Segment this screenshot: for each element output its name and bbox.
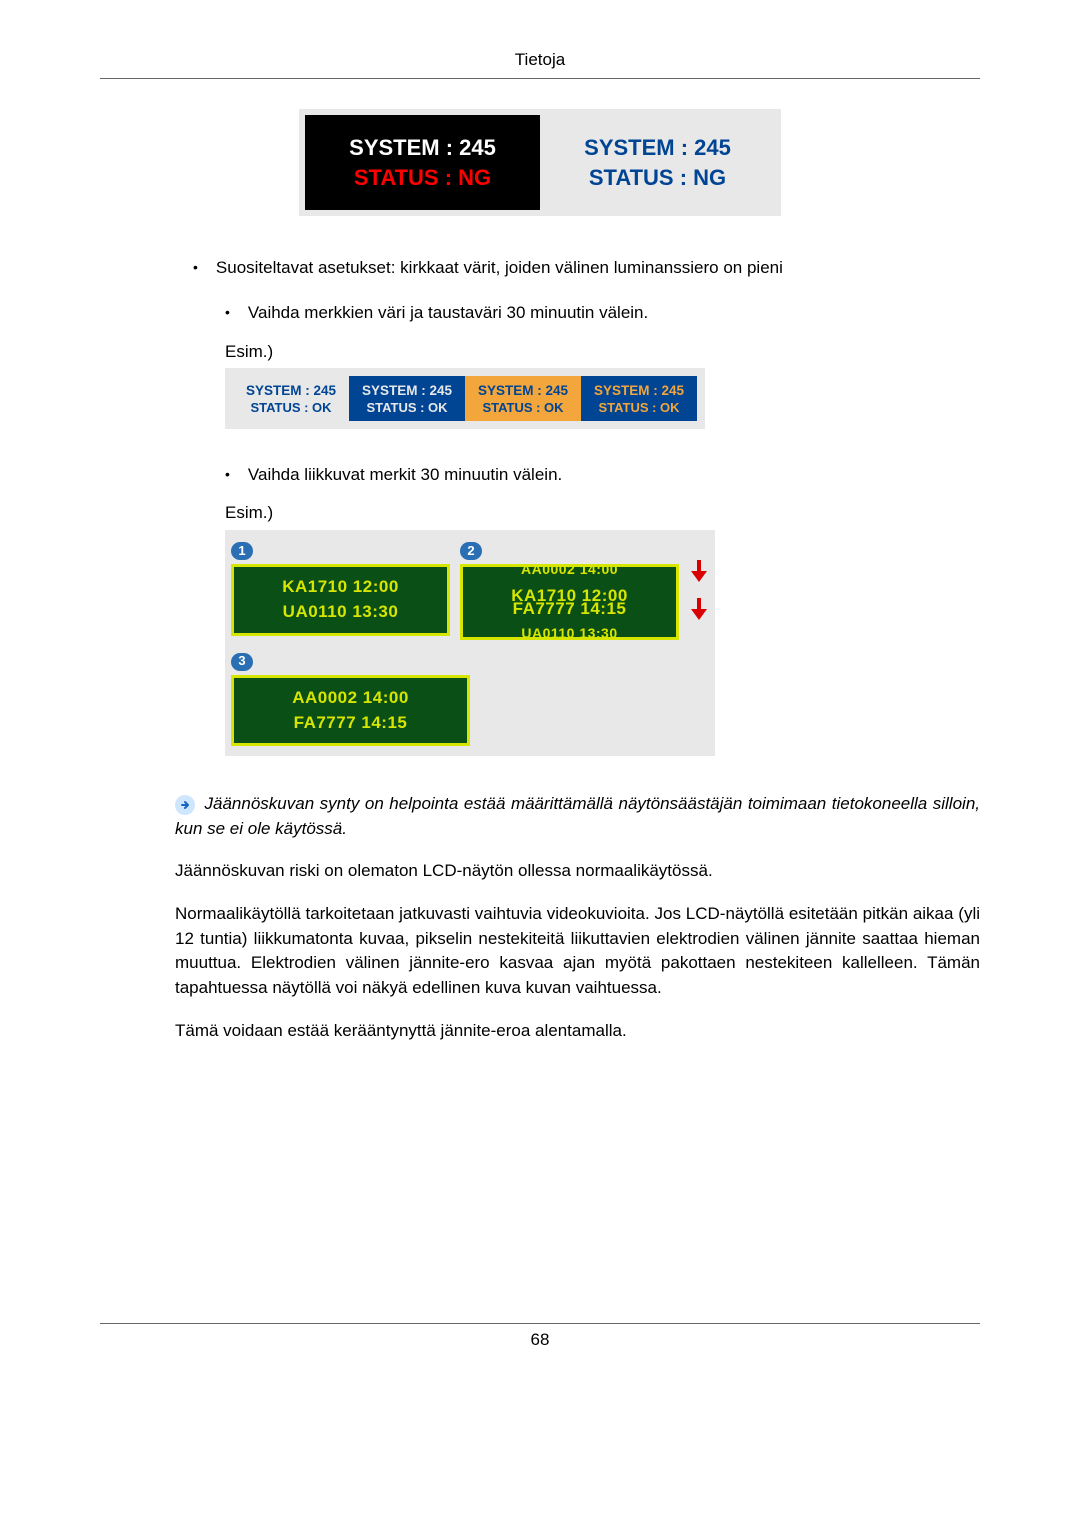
banner-line1: SYSTEM : 245 <box>313 133 532 163</box>
bullet1b-text: Vaihda liikkuvat merkit 30 minuutin väle… <box>248 463 562 488</box>
top-banner-container: SYSTEM : 245STATUS : NGSYSTEM : 245STATU… <box>100 109 980 216</box>
display-box: AA0002 14:00FA7777 14:15 <box>231 675 470 746</box>
color-strip: SYSTEM : 245STATUS : OKSYSTEM : 245STATU… <box>225 368 705 428</box>
moving-row: 1KA1710 12:00UA0110 13:302AA0002 14:00KA… <box>231 538 709 640</box>
banner-line1: SYSTEM : 245 <box>548 133 767 163</box>
display-line: UA0110 13:30 <box>238 600 443 625</box>
bullet-level2: • Vaihda liikkuvat merkit 30 minuutin vä… <box>175 463 980 488</box>
number-badge: 2 <box>460 542 482 560</box>
color-strip-cell: SYSTEM : 245STATUS : OK <box>349 376 465 420</box>
strip-line1: SYSTEM : 245 <box>467 382 579 400</box>
strip-line2: STATUS : OK <box>235 400 347 417</box>
scrolling-overlay: AA0002 14:00KA1710 12:00FA7777 14:15UA01… <box>463 567 676 637</box>
moving-row: 3 AA0002 14:00FA7777 14:15 <box>231 648 709 746</box>
banner-line2: STATUS : NG <box>313 163 532 193</box>
example-label: Esim.) <box>175 340 980 365</box>
page-number: 68 <box>531 1330 550 1349</box>
moving-chars-figure: 1KA1710 12:00UA0110 13:302AA0002 14:00KA… <box>225 530 715 756</box>
page-footer: 68 <box>100 1323 980 1350</box>
banner-right: SYSTEM : 245STATUS : NG <box>540 115 775 210</box>
strip-line1: SYSTEM : 245 <box>583 382 695 400</box>
display-line: AA0002 14:00 <box>238 686 463 711</box>
note-text: Jäännöskuvan synty on helpointa estää mä… <box>175 794 980 838</box>
example-label: Esim.) <box>175 501 980 526</box>
bullet-level1: • Suositeltavat asetukset: kirkkaat väri… <box>175 256 980 281</box>
moving-col-1: 1 KA1710 12:00UA0110 13:30 <box>231 538 450 636</box>
bullet1a-text: Vaihda merkkien väri ja taustaväri 30 mi… <box>248 301 648 326</box>
color-strip-cell: SYSTEM : 245STATUS : OK <box>581 376 697 420</box>
moving-chars-container: 1KA1710 12:00UA0110 13:302AA0002 14:00KA… <box>175 530 980 756</box>
strip-line2: STATUS : OK <box>583 400 695 417</box>
bullet-level2: • Vaihda merkkien väri ja taustaväri 30 … <box>175 301 980 326</box>
page-header: Tietoja <box>100 50 980 79</box>
display-line: FA7777 14:15 <box>238 711 463 736</box>
arrow-column <box>689 538 709 627</box>
bullet-dot-icon: • <box>193 256 198 281</box>
note-block: Jäännöskuvan synty on helpointa estää mä… <box>175 792 980 1043</box>
paragraph-1: Jäännöskuvan riski on olematon LCD-näytö… <box>175 859 980 884</box>
strip-line1: SYSTEM : 245 <box>235 382 347 400</box>
display-line: UA0110 13:30 <box>463 623 676 637</box>
number-badge: 1 <box>231 542 253 560</box>
bullet1-text: Suositeltavat asetukset: kirkkaat värit,… <box>216 256 783 281</box>
note-paragraph: Jäännöskuvan synty on helpointa estää mä… <box>175 792 980 841</box>
display-box: AA0002 14:00KA1710 12:00FA7777 14:15UA01… <box>460 564 679 640</box>
display-line: FA7777 14:15 <box>463 597 676 622</box>
paragraph-3: Tämä voidaan estää kerääntynyttä jännite… <box>175 1019 980 1044</box>
note-arrow-icon <box>175 795 195 815</box>
down-arrow-icon <box>691 560 707 590</box>
display-line: KA1710 12:00 <box>238 575 443 600</box>
top-banner: SYSTEM : 245STATUS : NGSYSTEM : 245STATU… <box>299 109 781 216</box>
number-badge: 3 <box>231 653 253 671</box>
banner-line2: STATUS : NG <box>548 163 767 193</box>
bullet-dot-icon: • <box>225 463 230 488</box>
strip-line2: STATUS : OK <box>351 400 463 417</box>
strip-line2: STATUS : OK <box>467 400 579 417</box>
moving-col-2: 2 AA0002 14:00KA1710 12:00FA7777 14:15UA0… <box>460 538 679 640</box>
color-strip-cell: SYSTEM : 245STATUS : OK <box>233 376 349 420</box>
color-strip-container: SYSTEM : 245STATUS : OKSYSTEM : 245STATU… <box>175 368 980 428</box>
bullet-dot-icon: • <box>225 301 230 326</box>
display-line: AA0002 14:00 <box>463 567 676 579</box>
paragraph-2: Normaalikäytöllä tarkoitetaan jatkuvasti… <box>175 902 980 1001</box>
strip-line1: SYSTEM : 245 <box>351 382 463 400</box>
display-box: KA1710 12:00UA0110 13:30 <box>231 564 450 635</box>
moving-col-3: 3 AA0002 14:00FA7777 14:15 <box>231 648 470 746</box>
banner-left: SYSTEM : 245STATUS : NG <box>305 115 540 210</box>
color-strip-cell: SYSTEM : 245STATUS : OK <box>465 376 581 420</box>
down-arrow-icon <box>691 598 707 628</box>
